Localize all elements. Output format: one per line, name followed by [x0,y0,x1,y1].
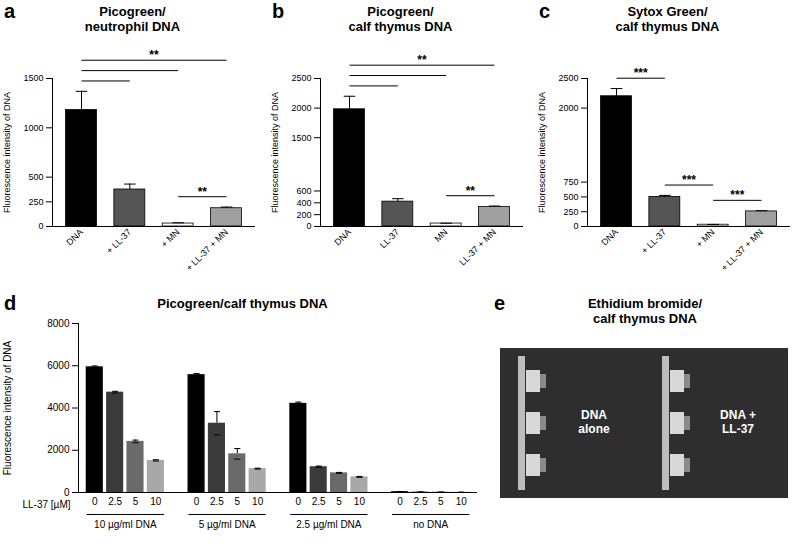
svg-text:0: 0 [64,487,70,498]
svg-text:Fluorescence intensity of DNA: Fluorescence intensity of DNA [270,92,280,213]
svg-text:2.5: 2.5 [312,496,326,507]
svg-text:1000: 1000 [23,123,43,133]
svg-text:DNA +LL-37: DNA +LL-37 [720,408,756,436]
svg-text:6000: 6000 [47,360,70,371]
html-text:neutrophil DNA: neutrophil DNA [84,19,181,34]
svg-text:***: *** [730,188,744,202]
svg-text:DNA: DNA [64,227,85,248]
svg-text:2000: 2000 [291,103,311,113]
svg-text:Fluorescence intensity of DNA: Fluorescence intensity of DNA [537,92,547,213]
svg-text:2500: 2500 [291,73,311,83]
svg-text:LL-37 [µM]: LL-37 [µM] [22,499,70,510]
svg-text:2.5: 2.5 [414,496,428,507]
svg-text:LL-37: LL-37 [378,227,401,250]
svg-text:5: 5 [336,496,342,507]
svg-text:1500: 1500 [291,133,311,143]
html-text:Sytox Green/: Sytox Green/ [627,4,708,19]
svg-text:***: *** [634,66,648,80]
html-text:Ethidium bromide/: Ethidium bromide/ [587,296,703,311]
html-text:e: e [494,292,506,314]
svg-text:0: 0 [306,221,311,231]
svg-text:no DNA: no DNA [413,519,448,530]
html-text:calf thymus DNA: calf thymus DNA [593,311,697,326]
svg-text:200: 200 [296,210,311,220]
svg-text:5: 5 [235,496,241,507]
svg-text:+ LL-37 + MN: + LL-37 + MN [719,227,765,273]
svg-text:500: 500 [28,172,43,182]
svg-text:0: 0 [296,496,302,507]
svg-text:0: 0 [92,496,98,507]
svg-text:DNA: DNA [599,227,620,248]
svg-text:2.5: 2.5 [108,496,122,507]
svg-text:2500: 2500 [558,73,578,83]
svg-text:1500: 1500 [23,73,43,83]
html-text:Picogreen/: Picogreen/ [99,4,166,19]
svg-text:5 µg/ml DNA: 5 µg/ml DNA [199,519,256,530]
svg-text:0: 0 [194,496,200,507]
svg-text:+ LL-37 + MN: + LL-37 + MN [184,227,230,273]
html-text:a: a [4,0,16,22]
svg-text:2000: 2000 [558,103,578,113]
svg-text:+ MN: + MN [694,227,716,249]
svg-text:**: ** [466,184,476,198]
svg-text:DNA: DNA [332,227,353,248]
svg-text:MN: MN [433,227,450,244]
svg-text:10: 10 [252,496,264,507]
svg-text:500: 500 [563,192,578,202]
svg-text:Fluorescence intensity of DNA: Fluorescence intensity of DNA [2,92,12,213]
html-text:d: d [4,292,17,314]
svg-text:+ LL-37: + LL-37 [104,227,133,256]
svg-text:2.5 µg/ml DNA: 2.5 µg/ml DNA [296,519,362,530]
svg-text:2.5: 2.5 [210,496,224,507]
svg-text:250: 250 [563,207,578,217]
svg-text:0: 0 [573,221,578,231]
svg-text:LL-37 + MN: LL-37 + MN [457,227,498,268]
svg-text:8000: 8000 [47,318,70,329]
svg-text:750: 750 [563,177,578,187]
html-text:Picogreen/calf thymus DNA: Picogreen/calf thymus DNA [157,296,328,311]
html-text:calf thymus DNA: calf thymus DNA [615,19,720,34]
svg-text:0: 0 [38,221,43,231]
svg-text:**: ** [417,53,427,67]
svg-text:5: 5 [438,496,444,507]
svg-text:4000: 4000 [47,402,70,413]
svg-text:+ MN: + MN [159,227,181,249]
svg-text:Fluorescence intensity of DNA: Fluorescence intensity of DNA [2,340,13,475]
svg-text:DNAalone: DNAalone [578,408,610,436]
html-text:Picogreen/: Picogreen/ [367,4,434,19]
svg-text:***: *** [682,173,696,187]
svg-text:0: 0 [397,496,403,507]
html-text:calf thymus DNA: calf thymus DNA [348,19,453,34]
svg-text:10: 10 [354,496,366,507]
svg-text:**: ** [198,185,208,199]
svg-text:250: 250 [28,197,43,207]
svg-text:600: 600 [296,186,311,196]
html-text:c: c [539,0,551,22]
svg-text:2000: 2000 [47,444,70,455]
svg-text:+ LL-37: + LL-37 [639,227,668,256]
svg-text:10: 10 [456,496,468,507]
svg-text:5: 5 [133,496,139,507]
svg-text:**: ** [149,48,159,62]
svg-text:10 µg/ml DNA: 10 µg/ml DNA [94,519,157,530]
svg-text:10: 10 [150,496,162,507]
svg-text:400: 400 [296,198,311,208]
html-text:b: b [272,0,285,22]
